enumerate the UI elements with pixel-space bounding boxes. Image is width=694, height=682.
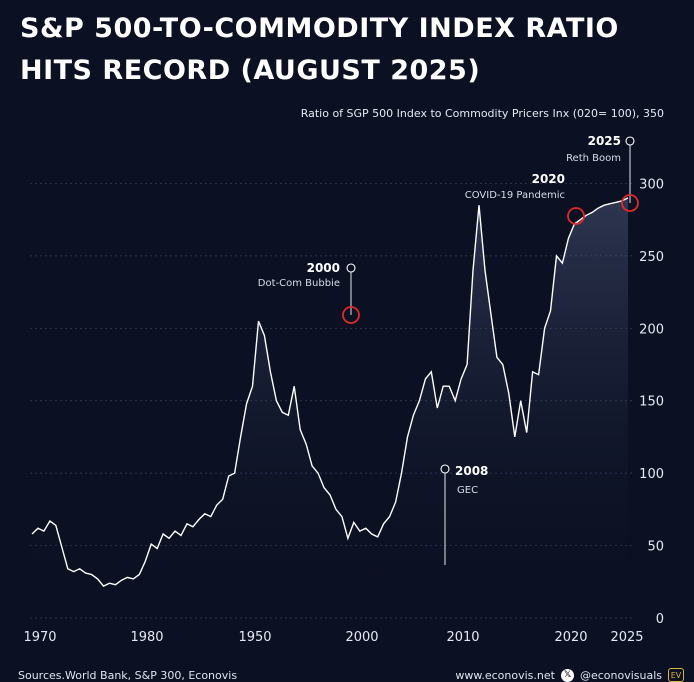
brand-logo-icon: EV: [668, 668, 684, 682]
title-line-1: S&P 500-TO-COMMODITY INDEX RATIO: [20, 13, 619, 44]
pin-marker: [440, 464, 450, 474]
y-tick-label: 100: [639, 467, 664, 482]
annotation-year: 2025: [588, 134, 621, 148]
highlight-ring: [621, 194, 639, 212]
annotation-label: COVID-19 Pandemic: [465, 190, 565, 201]
x-tick-label: 2010: [446, 630, 479, 645]
x-tick-label: 1950: [238, 630, 271, 645]
social-handle[interactable]: @econovisuals: [579, 668, 662, 682]
axis-layer: 0 50 100 150 200 250 300 1970 1980 1950 2000 2010 20…: [23, 177, 664, 645]
pin-marker: [625, 136, 635, 146]
x-tick-label: 2025: [610, 630, 643, 645]
pin-marker: [346, 263, 356, 273]
title-line-2: HITS RECORD (AUGUST 2025): [20, 55, 481, 86]
x-tick-label: 1980: [130, 630, 163, 645]
x-tick-label: 2020: [554, 630, 587, 645]
annotation-layer: 2000 Dot-Com Bubbie 2008 GEC 2020 COVID-19 Pa…: [258, 134, 639, 565]
x-tick-label: 1970: [23, 630, 56, 645]
annotation-year: 2020: [532, 172, 565, 186]
x-tick-label: 2000: [345, 630, 378, 645]
annotation-2000: 2000 Dot-Com Bubbie: [258, 261, 360, 324]
footer-links: www.econovis.net 𝕏 @econovisuals EV: [455, 668, 684, 682]
y-tick-label: 300: [639, 177, 664, 192]
annotation-year: 2000: [307, 261, 340, 275]
annotation-label: Dot-Com Bubbie: [258, 278, 340, 289]
website-link[interactable]: www.econovis.net: [455, 668, 555, 682]
annotation-2025: 2025 Reth Boom: [566, 134, 639, 212]
annotation-label: GEC: [457, 485, 478, 496]
y-tick-label: 250: [639, 250, 664, 265]
annotation-2020: 2020 COVID-19 Pandemic: [465, 172, 585, 225]
series-line: [31, 197, 629, 587]
source-note: Sources.World Bank, S&P 300, Econovis: [18, 669, 238, 682]
highlight-ring: [567, 207, 585, 225]
highlight-ring: [342, 306, 360, 324]
y-tick-label: 200: [639, 322, 664, 337]
annotation-label: Reth Boom: [566, 153, 621, 164]
x-logo-icon: 𝕏: [560, 668, 574, 682]
area-fill: [32, 197, 628, 618]
page-title: S&P 500-TO-COMMODITY INDEX RATIO HITS RE…: [20, 8, 680, 92]
y-tick-label: 150: [639, 395, 664, 410]
annotation-year: 2008: [455, 464, 488, 478]
y-tick-label: 50: [647, 540, 664, 555]
annotation-2008: 2008 GEC: [440, 464, 488, 565]
chart-title: Ratio of SGP 500 Index to Commodity Pric…: [301, 107, 664, 120]
y-tick-label: 0: [656, 612, 664, 627]
